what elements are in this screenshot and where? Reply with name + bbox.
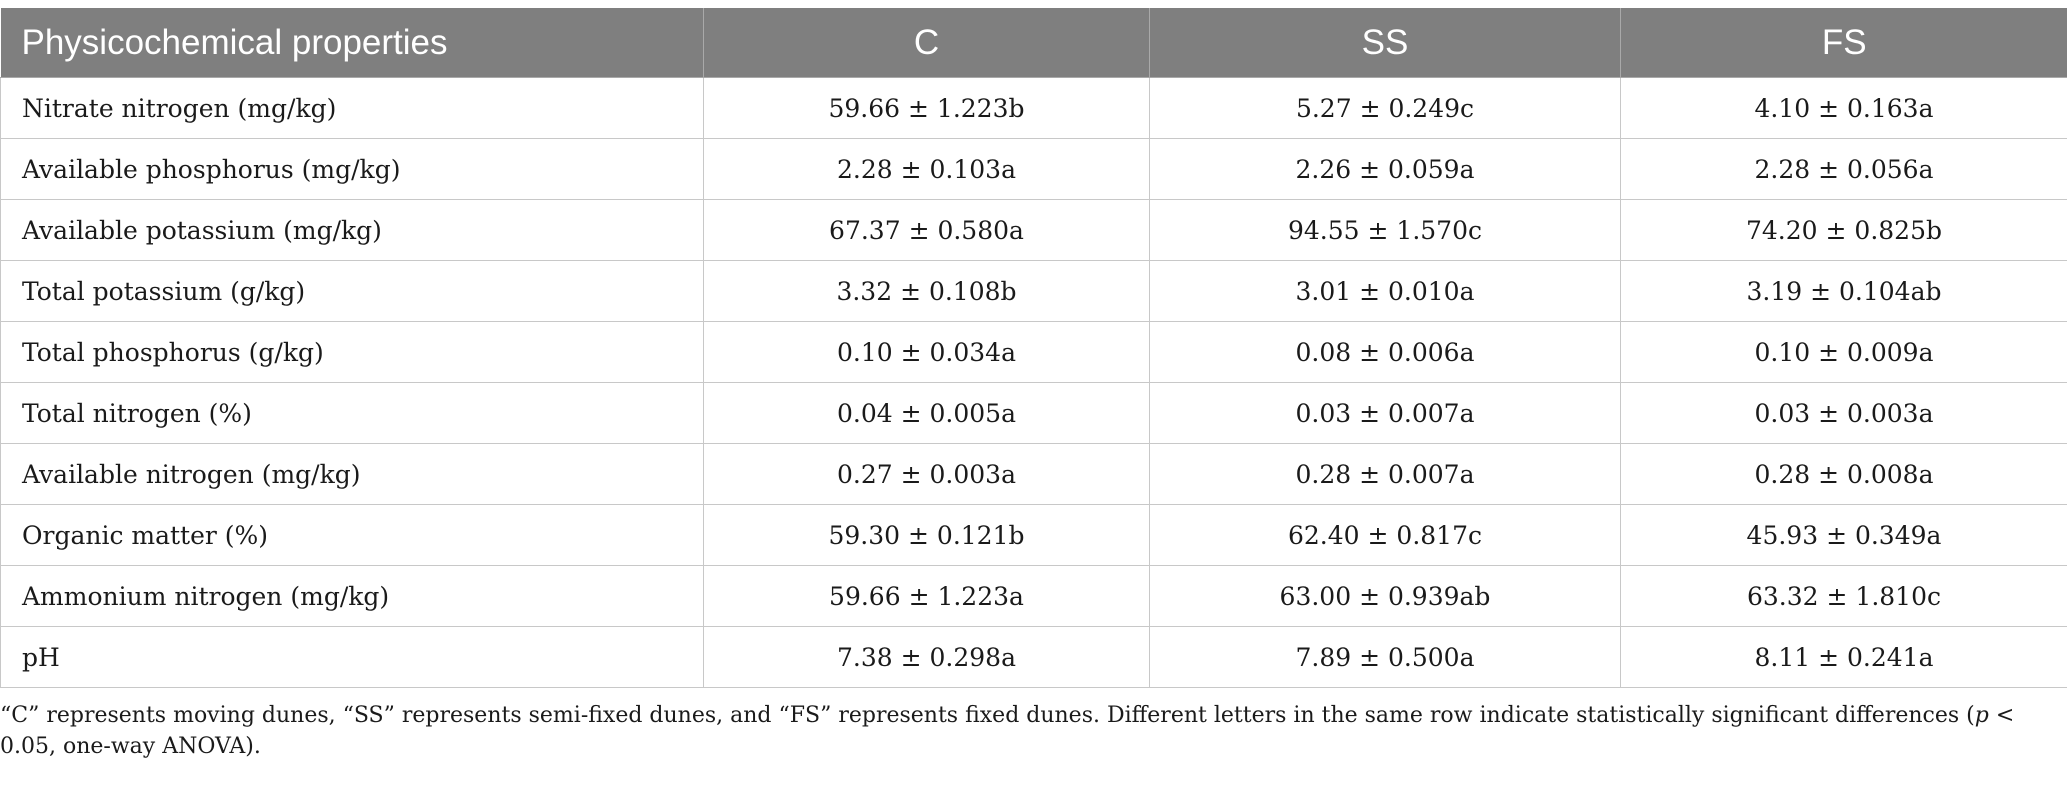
cell-c: 59.66 ± 1.223a [703,565,1150,627]
cell-c: 59.30 ± 0.121b [703,504,1150,566]
header-c: C [703,8,1150,78]
cell-fs: 0.10 ± 0.009a [1620,321,2067,383]
table-row: Available phosphorus (mg/kg) 2.28 ± 0.10… [0,138,2067,200]
table-row: Organic matter (%) 59.30 ± 0.121b 62.40 … [0,504,2067,566]
cell-ss: 0.03 ± 0.007a [1149,382,1621,444]
cell-c: 2.28 ± 0.103a [703,138,1150,200]
cell-ss: 63.00 ± 0.939ab [1149,565,1621,627]
row-label: pH [0,626,704,688]
header-row: Physicochemical properties C SS FS [0,8,2067,78]
table-row: Ammonium nitrogen (mg/kg) 59.66 ± 1.223a… [0,565,2067,627]
cell-ss: 2.26 ± 0.059a [1149,138,1621,200]
table-row: Total nitrogen (%) 0.04 ± 0.005a 0.03 ± … [0,382,2067,444]
row-label: Total phosphorus (g/kg) [0,321,704,383]
table-body: Nitrate nitrogen (mg/kg) 59.66 ± 1.223b … [0,77,2067,688]
cell-ss: 62.40 ± 0.817c [1149,504,1621,566]
header-physicochemical-properties: Physicochemical properties [0,8,704,78]
cell-fs: 74.20 ± 0.825b [1620,199,2067,261]
table-row: Available potassium (mg/kg) 67.37 ± 0.58… [0,199,2067,261]
properties-table: Physicochemical properties C SS FS Nitra… [0,8,2067,688]
row-label: Organic matter (%) [0,504,704,566]
cell-c: 3.32 ± 0.108b [703,260,1150,322]
cell-c: 0.27 ± 0.003a [703,443,1150,505]
cell-fs: 8.11 ± 0.241a [1620,626,2067,688]
properties-table-wrapper: Physicochemical properties C SS FS Nitra… [0,8,2067,688]
table-row: Nitrate nitrogen (mg/kg) 59.66 ± 1.223b … [0,77,2067,139]
row-label: Nitrate nitrogen (mg/kg) [0,77,704,139]
cell-ss: 7.89 ± 0.500a [1149,626,1621,688]
table-row: Available nitrogen (mg/kg) 0.27 ± 0.003a… [0,443,2067,505]
row-label: Available nitrogen (mg/kg) [0,443,704,505]
cell-ss: 94.55 ± 1.570c [1149,199,1621,261]
table-row: Total phosphorus (g/kg) 0.10 ± 0.034a 0.… [0,321,2067,383]
cell-ss: 0.28 ± 0.007a [1149,443,1621,505]
table-header: Physicochemical properties C SS FS [0,8,2067,78]
cell-c: 0.04 ± 0.005a [703,382,1150,444]
cell-ss: 5.27 ± 0.249c [1149,77,1621,139]
cell-ss: 3.01 ± 0.010a [1149,260,1621,322]
header-ss: SS [1149,8,1621,78]
cell-c: 0.10 ± 0.034a [703,321,1150,383]
cell-ss: 0.08 ± 0.006a [1149,321,1621,383]
cell-fs: 2.28 ± 0.056a [1620,138,2067,200]
cell-fs: 0.28 ± 0.008a [1620,443,2067,505]
footnote-p-italic: p [1974,703,1989,728]
footnote-text-before: “C” represents moving dunes, “SS” repres… [0,703,1975,728]
row-label: Available phosphorus (mg/kg) [0,138,704,200]
cell-c: 67.37 ± 0.580a [703,199,1150,261]
footnote-text-after: < 0.05, one-way ANOVA). [0,703,2015,759]
row-label: Ammonium nitrogen (mg/kg) [0,565,704,627]
row-label: Available potassium (mg/kg) [0,199,704,261]
table-row: pH 7.38 ± 0.298a 7.89 ± 0.500a 8.11 ± 0.… [0,626,2067,688]
row-label: Total potassium (g/kg) [0,260,704,322]
row-label: Total nitrogen (%) [0,382,704,444]
cell-fs: 0.03 ± 0.003a [1620,382,2067,444]
cell-c: 59.66 ± 1.223b [703,77,1150,139]
cell-fs: 63.32 ± 1.810c [1620,565,2067,627]
cell-fs: 45.93 ± 0.349a [1620,504,2067,566]
table-row: Total potassium (g/kg) 3.32 ± 0.108b 3.0… [0,260,2067,322]
cell-fs: 3.19 ± 0.104ab [1620,260,2067,322]
table-footnote: “C” represents moving dunes, “SS” repres… [0,700,2060,762]
cell-fs: 4.10 ± 0.163a [1620,77,2067,139]
header-fs: FS [1620,8,2067,78]
cell-c: 7.38 ± 0.298a [703,626,1150,688]
